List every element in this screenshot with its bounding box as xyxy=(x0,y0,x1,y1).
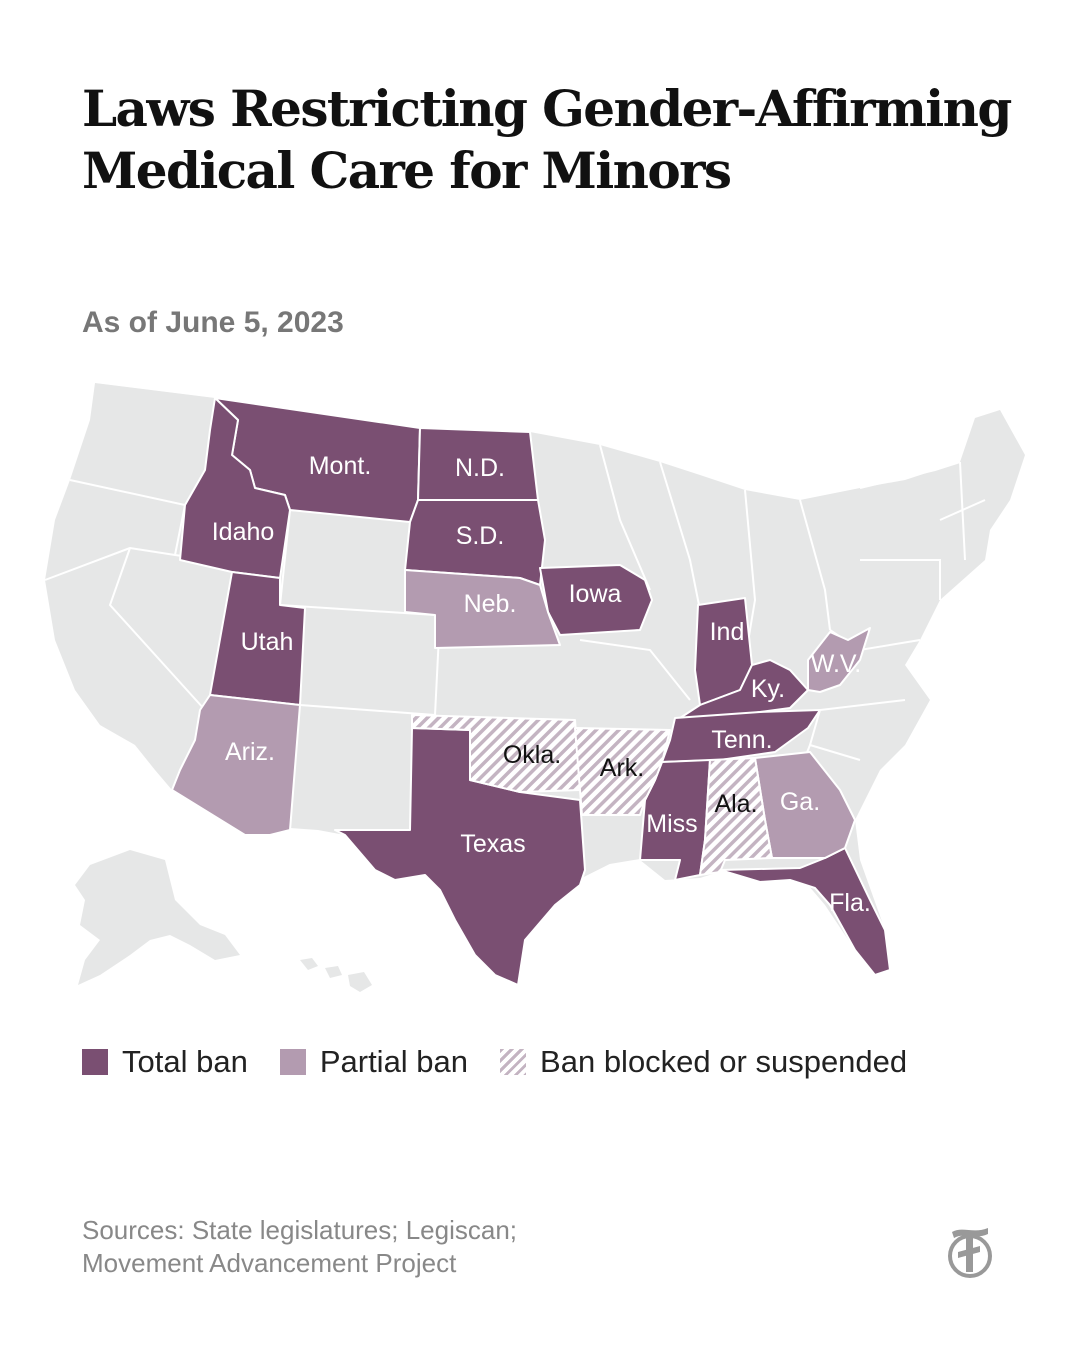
tennessee-shape xyxy=(661,709,821,763)
map-title: Laws Restricting Gender-Affirming Medica… xyxy=(82,79,1012,200)
label-arizona: Ariz. xyxy=(225,738,275,766)
texas-shape xyxy=(334,727,586,986)
legend-item-partial-ban: Partial ban xyxy=(279,1044,469,1080)
label-idaho: Idaho xyxy=(212,518,275,546)
arizona-shape xyxy=(171,694,301,836)
legend: Total ban Partial ban Ban blocked or sus… xyxy=(82,1040,939,1084)
legend-label-blocked: Ban blocked or suspended xyxy=(540,1044,908,1079)
label-montana: Mont. xyxy=(309,452,372,480)
label-west-virginia: W.V. xyxy=(811,650,862,678)
label-tennessee: Tenn. xyxy=(711,726,772,754)
alabama-shape xyxy=(699,757,773,876)
legend-item-total-ban: Total ban xyxy=(82,1044,248,1080)
label-arkansas: Ark. xyxy=(600,754,644,782)
map-subtitle: As of June 5, 2023 xyxy=(82,306,344,339)
arkansas-shape xyxy=(574,727,671,816)
alaska-shape xyxy=(75,850,240,985)
label-florida: Fla. xyxy=(829,889,871,917)
legend-swatch-total-ban xyxy=(82,1049,108,1075)
legend-label-partial-ban: Partial ban xyxy=(319,1044,469,1079)
sources-line-1: Sources: State legislatures; Legiscan; xyxy=(82,1215,518,1245)
label-indiana: Ind xyxy=(710,618,745,646)
label-oklahoma: Okla. xyxy=(503,741,561,769)
us-map: Mont. N.D. S.D. Idaho Utah Iowa Neb. Ari… xyxy=(44,383,1025,992)
nebraska-shape xyxy=(404,569,561,649)
hawaii-shape xyxy=(300,958,372,992)
label-mississippi: Miss xyxy=(646,810,697,838)
label-kentucky: Ky. xyxy=(751,675,785,703)
label-georgia: Ga. xyxy=(780,788,820,816)
sources-note: Sources: State legislatures; Legiscan; M… xyxy=(82,1214,702,1280)
west-virginia-shape xyxy=(807,627,871,693)
label-texas: Texas xyxy=(460,830,525,858)
label-south-dakota: S.D. xyxy=(456,522,505,550)
legend-swatch-partial-ban xyxy=(279,1049,306,1075)
legend-item-blocked: Ban blocked or suspended xyxy=(500,1044,907,1080)
legend-label-total-ban: Total ban xyxy=(122,1044,248,1079)
legend-swatch-blocked xyxy=(500,1049,527,1075)
idaho-shape xyxy=(179,397,291,579)
sources-line-2: Movement Advancement Project xyxy=(82,1248,457,1278)
label-iowa: Iowa xyxy=(569,580,622,608)
label-utah: Utah xyxy=(241,628,294,656)
label-north-dakota: N.D. xyxy=(455,454,505,482)
nyt-logo-icon xyxy=(948,1228,992,1278)
label-alabama: Ala. xyxy=(714,790,757,818)
label-nebraska: Neb. xyxy=(464,590,517,618)
